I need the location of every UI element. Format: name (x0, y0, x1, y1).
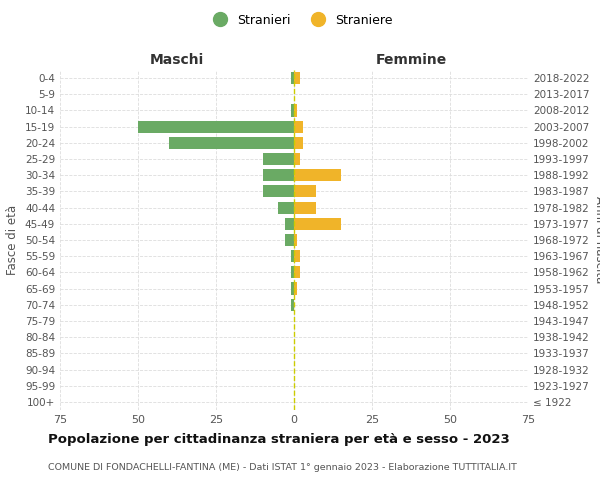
Bar (294, 266, 300, 278)
Bar (138, 120, 294, 132)
Bar (294, 137, 304, 149)
Bar (294, 202, 316, 213)
Bar (294, 153, 300, 165)
Bar (294, 186, 316, 198)
Y-axis label: Fasce di età: Fasce di età (7, 205, 19, 275)
Text: Popolazione per cittadinanza straniera per età e sesso - 2023: Popolazione per cittadinanza straniera p… (48, 432, 510, 446)
Bar (291, 104, 294, 117)
Bar (278, 202, 294, 213)
Text: Femmine: Femmine (376, 53, 446, 67)
Bar (263, 153, 294, 165)
Bar (291, 282, 294, 294)
Bar (284, 234, 294, 246)
Bar (291, 266, 294, 278)
Bar (294, 234, 297, 246)
Bar (294, 169, 341, 181)
Bar (294, 72, 300, 84)
Bar (294, 104, 297, 117)
Text: COMUNE DI FONDACHELLI-FANTINA (ME) - Dati ISTAT 1° gennaio 2023 - Elaborazione T: COMUNE DI FONDACHELLI-FANTINA (ME) - Dat… (48, 462, 517, 471)
Legend: Stranieri, Straniere: Stranieri, Straniere (202, 8, 398, 32)
Bar (294, 282, 297, 294)
Bar (284, 218, 294, 230)
Y-axis label: Anni di nascita: Anni di nascita (593, 196, 600, 284)
Bar (294, 218, 341, 230)
Bar (291, 72, 294, 84)
Bar (263, 186, 294, 198)
Bar (169, 137, 294, 149)
Bar (291, 298, 294, 311)
Bar (291, 250, 294, 262)
Bar (263, 169, 294, 181)
Bar (294, 120, 304, 132)
Text: Maschi: Maschi (150, 53, 204, 67)
Bar (294, 250, 300, 262)
